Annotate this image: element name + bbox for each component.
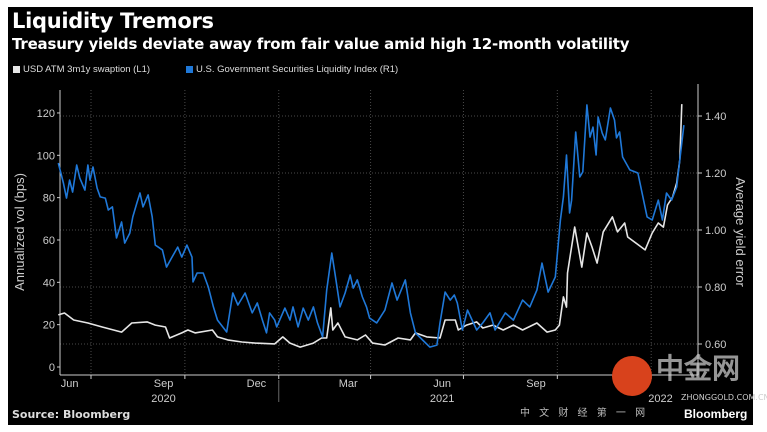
legend-item-liquidity-index: U.S. Government Securities Liquidity Ind…: [186, 64, 398, 75]
x-year-label: 2021: [430, 393, 454, 405]
left-tick-label: 120: [37, 108, 55, 120]
watermark-text: 中金网: [656, 352, 741, 385]
left-axis-title: Annualized vol (bps): [12, 173, 27, 291]
left-tick-label: 0: [49, 362, 55, 374]
right-tick-label: 0.80: [705, 282, 726, 294]
right-tick-label: 1.20: [705, 168, 726, 180]
legend-item-swaption: USD ATM 3m1y swaption (L1): [13, 64, 150, 75]
source-note: Source: Bloomberg: [12, 408, 131, 421]
watermark-tagline: 中 文 财 经 第 一 网: [520, 408, 649, 419]
chart-subtitle: Treasury yields deviate away from fair v…: [12, 35, 630, 53]
x-tick-label: Sep: [154, 378, 174, 390]
right-tick-label: 0.60: [705, 339, 726, 351]
x-tick-label: Dec: [247, 378, 267, 390]
watermark-logo-icon: [612, 356, 652, 396]
legend-swatch-white: [13, 66, 20, 73]
left-tick-label: 100: [37, 150, 55, 162]
left-tick-label: 80: [43, 193, 55, 205]
watermark-url: ZHONGGOLD.COM.CN: [681, 393, 767, 402]
right-axis-title: Average yield error: [733, 177, 748, 287]
x-tick-label: Sep: [526, 378, 546, 390]
legend-swatch-blue: [186, 66, 193, 73]
x-year-label: 2020: [151, 393, 175, 405]
legend-label: USD ATM 3m1y swaption (L1): [23, 64, 151, 75]
x-tick-label: Jun: [61, 378, 79, 390]
legend-label: U.S. Government Securities Liquidity Ind…: [196, 64, 399, 75]
right-tick-label: 1.40: [705, 111, 726, 123]
right-tick-label: 1.00: [705, 225, 726, 237]
left-tick-label: 60: [43, 235, 55, 247]
x-year-label: 2022: [648, 393, 672, 405]
chart-panel: [8, 7, 753, 425]
chart-title: Liquidity Tremors: [12, 9, 214, 33]
bloomberg-logo: Bloomberg: [684, 407, 748, 421]
series-line-swaption: [58, 104, 683, 348]
left-tick-label: 40: [43, 277, 55, 289]
series-line-liquidity-index: [57, 104, 685, 348]
x-tick-label: Jun: [433, 378, 451, 390]
x-tick-label: Mar: [339, 378, 358, 390]
left-tick-label: 20: [43, 320, 55, 332]
